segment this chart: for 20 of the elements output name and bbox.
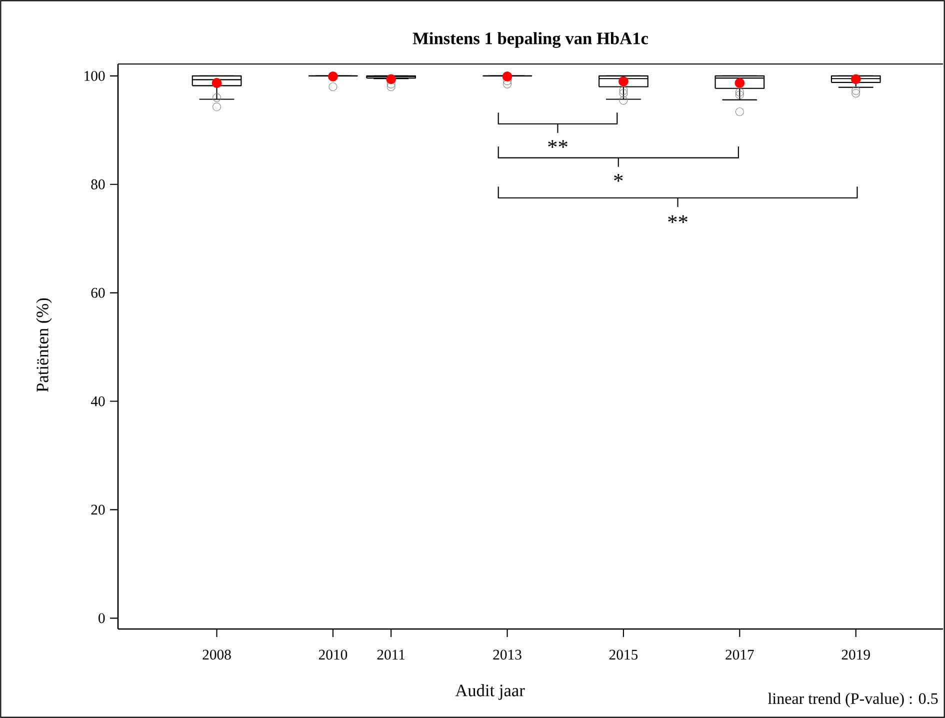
y-axis-title: Patiënten (%) [36,298,52,392]
y-tick-label: 20 [91,504,105,515]
x-tick-label: 2008 [202,650,231,660]
y-tick-label: 100 [84,70,105,81]
x-tick-label: 2017 [726,650,754,660]
x-tick-label: 2019 [842,650,870,660]
y-tick-label: 80 [91,179,105,190]
x-tick-label: 2011 [377,650,405,660]
annotation: ** [548,140,568,148]
y-tick-label: 0 [98,613,105,624]
x-tick-label: 2015 [609,650,638,660]
x-tick-label: 2010 [318,650,348,660]
chart-title: Minstens 1 bepaling van HbA1c [412,32,648,48]
x-tick-label: 2013 [493,650,522,660]
y-tick-label: 60 [91,288,105,298]
annotation: ** [668,215,688,224]
annotation: * [614,174,623,182]
x-axis-title: Audit jaar [455,684,525,700]
y-tick-label: 40 [90,396,105,406]
text: linear trend (P-value) : 0.5 [768,692,938,708]
